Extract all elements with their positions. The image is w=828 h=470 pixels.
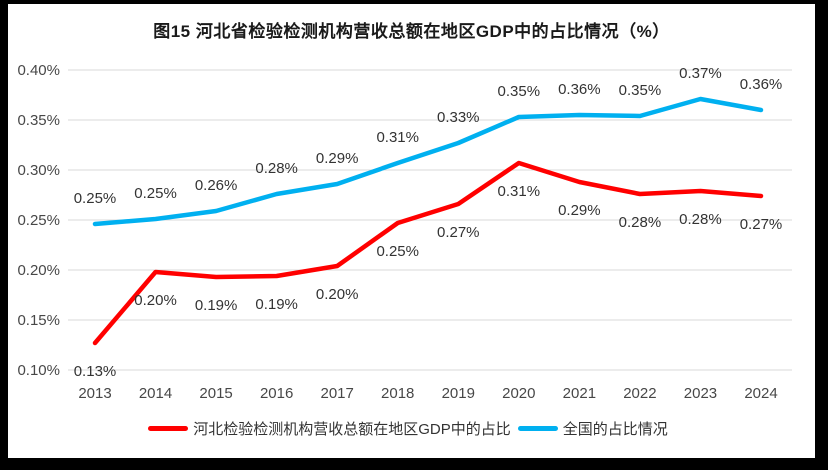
x-axis-tick-label: 2022 <box>623 385 656 402</box>
data-label-series-0: 0.13% <box>74 363 117 380</box>
data-label-series-0: 0.31% <box>498 183 541 200</box>
data-label-series-1: 0.26% <box>195 177 238 194</box>
data-label-series-0: 0.28% <box>619 214 662 231</box>
data-label-series-0: 0.19% <box>255 296 298 313</box>
x-axis-tick-label: 2019 <box>442 385 475 402</box>
data-label-series-1: 0.33% <box>437 109 480 126</box>
x-axis-tick-label: 2024 <box>744 385 777 402</box>
series-line-0 <box>92 160 764 346</box>
data-label-series-0: 0.27% <box>437 224 480 241</box>
y-axis-tick-label: 0.35% <box>17 112 60 129</box>
data-label-series-1: 0.28% <box>255 160 298 177</box>
chart-title: 图15 河北省检验检测机构营收总额在地区GDP中的占比情况（%） <box>153 22 670 41</box>
legend-label-hebei: 河北检验检测机构营收总额在地区GDP中的占比 <box>193 421 511 438</box>
y-axis-tick-label: 0.30% <box>17 162 60 179</box>
chart-area: 图15 河北省检验检测机构营收总额在地区GDP中的占比情况（%） 0.10% 0.… <box>8 4 815 458</box>
data-label-series-1: 0.25% <box>134 185 177 202</box>
data-label-series-0: 0.20% <box>316 286 359 303</box>
data-label-series-0: 0.28% <box>679 211 722 228</box>
data-label-series-1: 0.37% <box>679 65 722 82</box>
data-label-series-0: 0.20% <box>134 292 177 309</box>
legend-label-national: 全国的占比情况 <box>562 421 668 438</box>
data-label-series-1: 0.36% <box>740 76 783 93</box>
legend-line-swatch-hebei <box>148 426 189 431</box>
y-axis-tick-label: 0.20% <box>17 262 60 279</box>
data-label-series-0: 0.29% <box>558 202 601 219</box>
data-label-series-0: 0.25% <box>376 243 419 260</box>
x-axis-tick-label: 2016 <box>260 385 293 402</box>
x-axis-tick-label: 2023 <box>684 385 717 402</box>
data-label-series-1: 0.35% <box>498 83 541 100</box>
x-axis-tick-label: 2021 <box>563 385 596 402</box>
x-axis-tick-label: 2020 <box>502 385 535 402</box>
y-axis-tick-label: 0.25% <box>17 212 60 229</box>
x-axis-tick-label: 2017 <box>320 385 353 402</box>
data-label-series-0: 0.27% <box>740 216 783 233</box>
x-axis-tick-label: 2018 <box>381 385 414 402</box>
legend-line-swatch-national <box>517 426 558 431</box>
data-label-series-1: 0.29% <box>316 150 359 167</box>
data-label-series-0: 0.19% <box>195 297 238 314</box>
y-axis-tick-label: 0.40% <box>17 62 60 79</box>
x-axis-tick-label: 2013 <box>78 385 111 402</box>
x-axis-tick-label: 2014 <box>139 385 172 402</box>
x-axis-tick-label: 2015 <box>199 385 232 402</box>
data-label-series-1: 0.35% <box>619 82 662 99</box>
series-line-1 <box>92 96 764 227</box>
line-chart-plot: 0.10% 0.15% 0.20% 0.25% 0.30% 0.35% 0.40% 2013 2… <box>17 62 792 402</box>
data-label-series-1: 0.31% <box>376 129 419 146</box>
data-label-series-1: 0.25% <box>74 190 117 207</box>
chart-legend: 河北检验检测机构营收总额在地区GDP中的占比 全国的占比情况 <box>8 418 815 439</box>
data-label-series-1: 0.36% <box>558 81 601 98</box>
y-axis-tick-label: 0.15% <box>17 312 60 329</box>
y-axis-tick-label: 0.10% <box>17 362 60 379</box>
